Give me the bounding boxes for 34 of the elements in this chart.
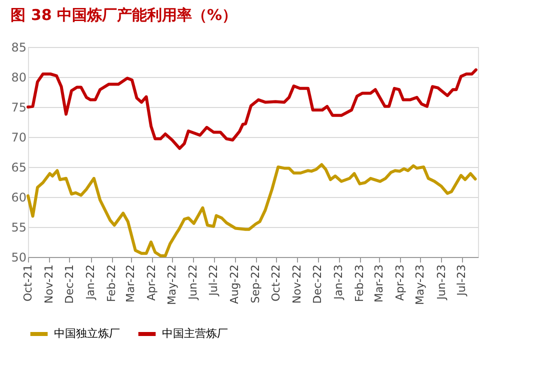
x-tick-label: Jul-23	[455, 264, 468, 297]
x-tick-label: Jun-22	[186, 264, 200, 301]
y-tick-label: 65	[11, 160, 26, 174]
x-tick-label: Oct-22	[270, 264, 283, 302]
line-series	[26, 68, 478, 150]
x-tick-label: Sep-22	[249, 264, 262, 304]
x-tick-label: Apr-23	[393, 264, 406, 301]
chart-title: 图 38 中国炼厂产能利用率（%）	[10, 6, 238, 24]
x-tick-label: May-23	[414, 264, 427, 306]
x-tick-label: Dec-22	[311, 264, 324, 304]
y-tick-label: 50	[11, 250, 26, 264]
y-tick-label: 85	[11, 40, 26, 54]
x-tick-label: Apr-22	[145, 264, 158, 301]
x-tick-label: Jan-22	[84, 264, 98, 300]
legend-label: 中国主营炼厂	[162, 327, 228, 340]
x-tick-label: Dec-21	[62, 264, 76, 304]
x-tick-label: Jul-22	[207, 264, 220, 297]
x-tick-label: Nov-22	[290, 264, 304, 304]
x-tick-label: Oct-21	[22, 264, 34, 302]
x-tick-label: Feb-22	[105, 264, 118, 302]
y-tick-label: 75	[11, 100, 26, 114]
y-tick-label: 80	[11, 70, 26, 84]
x-tick-label: Mar-22	[124, 264, 138, 303]
y-tick-label: 55	[11, 220, 26, 234]
x-tick-label: Aug-22	[228, 264, 242, 304]
x-tick-label: Jan-23	[332, 264, 346, 300]
x-tick-label: Feb-23	[353, 264, 366, 302]
x-tick-label: May-22	[166, 264, 179, 306]
legend-label: 中国独立炼厂	[54, 327, 120, 340]
y-tick-label: 70	[11, 130, 26, 144]
x-tick-label: Jun-23	[434, 264, 448, 301]
y-tick-label: 60	[11, 190, 26, 204]
x-tick-label: Nov-21	[42, 264, 56, 304]
x-tick-label: Mar-23	[372, 264, 386, 303]
